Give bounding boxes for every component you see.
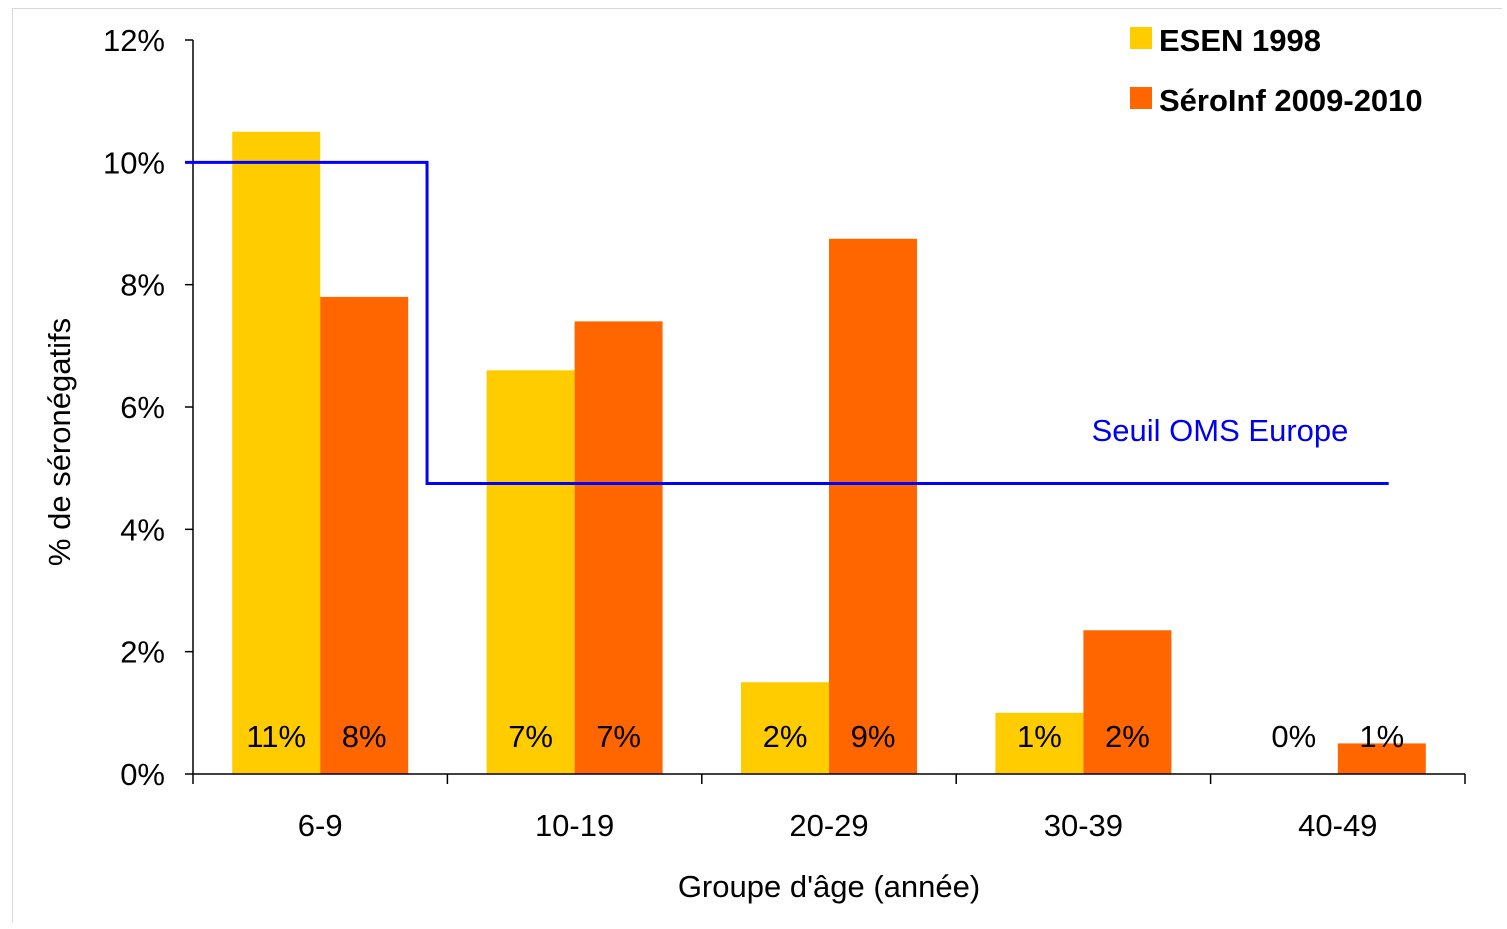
bar-data-label: 8% (342, 719, 387, 754)
bar-data-label: 11% (246, 719, 306, 754)
legend: ESEN 1998 SéroInf 2009-2010 (1130, 23, 1423, 118)
x-tick-label: 30-39 (1044, 808, 1123, 843)
bar-seroinf (320, 296, 409, 774)
x-tick-label: 40-49 (1298, 808, 1377, 843)
y-tick-label: 8% (120, 268, 165, 303)
legend-label: SéroInf 2009-2010 (1159, 83, 1423, 118)
y-ticks: 0% 2% 4% 6% 8% 10% 12% (103, 23, 193, 792)
bar-seroinf (1083, 630, 1172, 774)
y-tick-label: 6% (120, 390, 165, 425)
bar-seroinf (574, 321, 663, 774)
data-labels: 11% 8% 7% 7% 2% 9% 1% 2% 0% 1% (246, 719, 1404, 754)
legend-swatch (1130, 87, 1152, 109)
bar-data-label: 0% (1271, 719, 1316, 754)
bar-esen (995, 712, 1084, 774)
x-axis-title: Groupe d'âge (année) (678, 869, 980, 904)
bar-esen (486, 370, 575, 774)
bar-data-label: 9% (851, 719, 896, 754)
bars-layer (232, 131, 1426, 774)
bar-seroinf (1337, 743, 1426, 774)
bar-data-label: 7% (508, 719, 553, 754)
bar-data-label: 2% (1105, 719, 1150, 754)
y-tick-label: 12% (103, 23, 165, 58)
threshold-label: Seuil OMS Europe (1092, 413, 1349, 448)
bar-esen (232, 131, 321, 774)
threshold-layer: Seuil OMS Europe (185, 160, 1389, 485)
x-tick-label: 6-9 (298, 808, 343, 843)
y-tick-label: 0% (120, 757, 165, 792)
legend-swatch (1130, 27, 1152, 49)
x-tick-label: 20-29 (789, 808, 868, 843)
bar-seroinf (829, 238, 917, 774)
x-ticks: 6-9 10-19 20-29 30-39 40-49 (192, 774, 1466, 843)
y-tick-label: 4% (120, 512, 165, 547)
bar-data-label: 1% (1359, 719, 1404, 754)
bar-data-label: 7% (596, 719, 641, 754)
bar-esen (741, 682, 829, 774)
legend-label: ESEN 1998 (1159, 23, 1321, 58)
y-tick-label: 10% (103, 145, 165, 180)
y-axis-title: % de séronégatifs (42, 318, 77, 566)
bar-data-label: 1% (1017, 719, 1062, 754)
y-tick-label: 2% (120, 635, 165, 670)
chart-frame (12, 8, 1502, 923)
bar-data-label: 2% (763, 719, 808, 754)
x-tick-label: 10-19 (535, 808, 614, 843)
threshold-line (185, 160, 1389, 485)
